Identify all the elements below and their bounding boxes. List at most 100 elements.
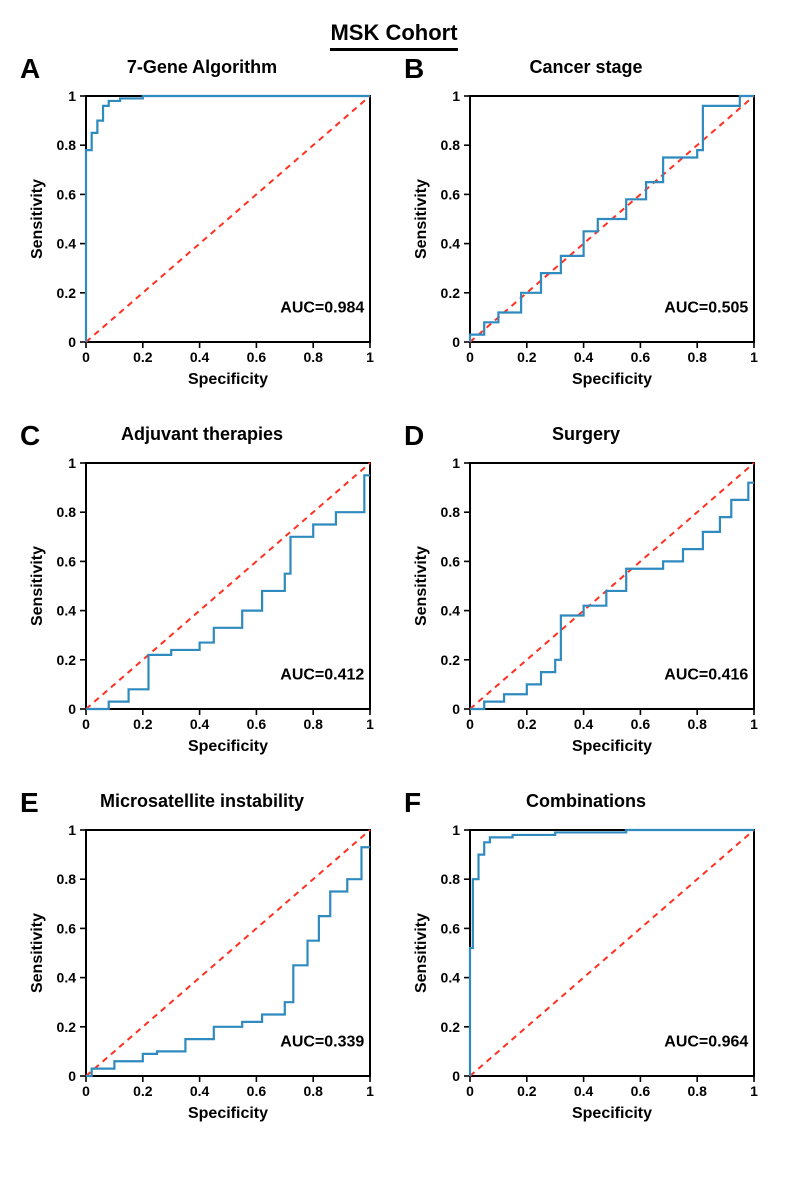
x-tick-label: 0.8 [687, 349, 707, 365]
panel-letter: D [404, 420, 424, 452]
y-tick-label: 0.2 [57, 652, 77, 668]
y-axis-label: Sensitivity [413, 546, 430, 626]
x-axis-label: Specificity [572, 738, 652, 755]
y-axis-label: Sensitivity [413, 913, 430, 993]
x-tick-label: 0.2 [133, 716, 153, 732]
y-tick-label: 0.8 [441, 871, 461, 887]
y-tick-label: 0.4 [441, 970, 461, 986]
roc-plot: 000.20.20.40.40.60.60.80.811SpecificityS… [20, 80, 380, 410]
y-tick-label: 1 [452, 455, 460, 471]
panel-letter: B [404, 53, 424, 85]
y-tick-label: 1 [452, 822, 460, 838]
x-tick-label: 0.4 [190, 716, 210, 732]
y-tick-label: 0.2 [441, 652, 461, 668]
y-tick-label: 0.2 [57, 285, 77, 301]
roc-plot: 000.20.20.40.40.60.60.80.811SpecificityS… [404, 80, 764, 410]
y-tick-label: 0 [68, 334, 76, 350]
y-tick-label: 0.4 [441, 236, 461, 252]
x-tick-label: 0.6 [247, 1083, 267, 1099]
x-tick-label: 0.8 [687, 1083, 707, 1099]
y-tick-label: 0 [452, 701, 460, 717]
x-tick-label: 0.2 [133, 1083, 153, 1099]
y-tick-label: 0.4 [57, 970, 77, 986]
roc-panel: A7-Gene Algorithm000.20.20.40.40.60.60.8… [20, 53, 384, 410]
x-tick-label: 1 [366, 1083, 374, 1099]
y-tick-label: 1 [452, 88, 460, 104]
x-tick-label: 0 [82, 349, 90, 365]
x-tick-label: 0.4 [574, 349, 594, 365]
roc-plot: 000.20.20.40.40.60.60.80.811SpecificityS… [404, 814, 764, 1144]
x-tick-label: 0 [82, 716, 90, 732]
x-tick-label: 0.8 [303, 349, 323, 365]
auc-label: AUC=0.964 [664, 1033, 748, 1050]
panel-title: Cancer stage [404, 57, 768, 78]
panel-title: Adjuvant therapies [20, 424, 384, 445]
main-title: MSK Cohort [330, 20, 457, 51]
auc-label: AUC=0.984 [280, 299, 364, 316]
roc-panel: FCombinations000.20.20.40.40.60.60.80.81… [404, 787, 768, 1144]
y-tick-label: 0.6 [441, 920, 461, 936]
panel-title: Combinations [404, 791, 768, 812]
y-tick-label: 0.4 [441, 603, 461, 619]
x-axis-label: Specificity [572, 1105, 652, 1122]
y-tick-label: 0.2 [441, 1019, 461, 1035]
y-axis-label: Sensitivity [29, 546, 46, 626]
roc-plot: 000.20.20.40.40.60.60.80.811SpecificityS… [20, 814, 380, 1144]
x-tick-label: 1 [750, 716, 758, 732]
x-tick-label: 1 [750, 349, 758, 365]
figure-container: MSK Cohort A7-Gene Algorithm000.20.20.40… [20, 20, 768, 1144]
x-tick-label: 0.2 [517, 1083, 537, 1099]
y-tick-label: 0.8 [57, 871, 77, 887]
x-tick-label: 1 [366, 349, 374, 365]
x-tick-label: 0.6 [247, 349, 267, 365]
panel-title: Surgery [404, 424, 768, 445]
y-tick-label: 0 [68, 701, 76, 717]
roc-panel: BCancer stage000.20.20.40.40.60.60.80.81… [404, 53, 768, 410]
panel-letter: E [20, 787, 39, 819]
panel-letter: A [20, 53, 40, 85]
x-tick-label: 0.4 [574, 716, 594, 732]
x-tick-label: 0.6 [631, 716, 651, 732]
y-tick-label: 1 [68, 88, 76, 104]
panel-letter: F [404, 787, 421, 819]
y-tick-label: 0 [452, 334, 460, 350]
roc-panel: CAdjuvant therapies000.20.20.40.40.60.60… [20, 420, 384, 777]
main-title-wrap: MSK Cohort [20, 20, 768, 51]
x-tick-label: 1 [750, 1083, 758, 1099]
x-tick-label: 0.2 [133, 349, 153, 365]
roc-panel: EMicrosatellite instability000.20.20.40.… [20, 787, 384, 1144]
x-axis-label: Specificity [188, 371, 268, 388]
roc-plot: 000.20.20.40.40.60.60.80.811SpecificityS… [20, 447, 380, 777]
x-tick-label: 0.8 [687, 716, 707, 732]
y-tick-label: 0.2 [441, 285, 461, 301]
auc-label: AUC=0.339 [280, 1033, 364, 1050]
y-tick-label: 0.8 [57, 504, 77, 520]
y-tick-label: 0.6 [57, 186, 77, 202]
y-tick-label: 0.4 [57, 603, 77, 619]
x-tick-label: 0.4 [574, 1083, 594, 1099]
y-tick-label: 0.4 [57, 236, 77, 252]
x-tick-label: 0 [466, 349, 474, 365]
roc-panel: DSurgery000.20.20.40.40.60.60.80.811Spec… [404, 420, 768, 777]
auc-label: AUC=0.412 [280, 666, 364, 683]
y-tick-label: 0.6 [441, 553, 461, 569]
y-tick-label: 0.6 [57, 920, 77, 936]
x-tick-label: 0 [82, 1083, 90, 1099]
y-axis-label: Sensitivity [29, 913, 46, 993]
x-tick-label: 0.8 [303, 1083, 323, 1099]
x-tick-label: 0.4 [190, 1083, 210, 1099]
y-tick-label: 0.8 [57, 137, 77, 153]
auc-label: AUC=0.505 [664, 299, 748, 316]
panel-title: Microsatellite instability [20, 791, 384, 812]
y-tick-label: 1 [68, 822, 76, 838]
roc-plot: 000.20.20.40.40.60.60.80.811SpecificityS… [404, 447, 764, 777]
y-tick-label: 0.8 [441, 137, 461, 153]
x-tick-label: 0.6 [631, 1083, 651, 1099]
y-tick-label: 0.2 [57, 1019, 77, 1035]
y-axis-label: Sensitivity [29, 179, 46, 259]
x-tick-label: 0.8 [303, 716, 323, 732]
y-tick-label: 0 [452, 1068, 460, 1084]
x-tick-label: 1 [366, 716, 374, 732]
x-axis-label: Specificity [188, 1105, 268, 1122]
auc-label: AUC=0.416 [664, 666, 748, 683]
